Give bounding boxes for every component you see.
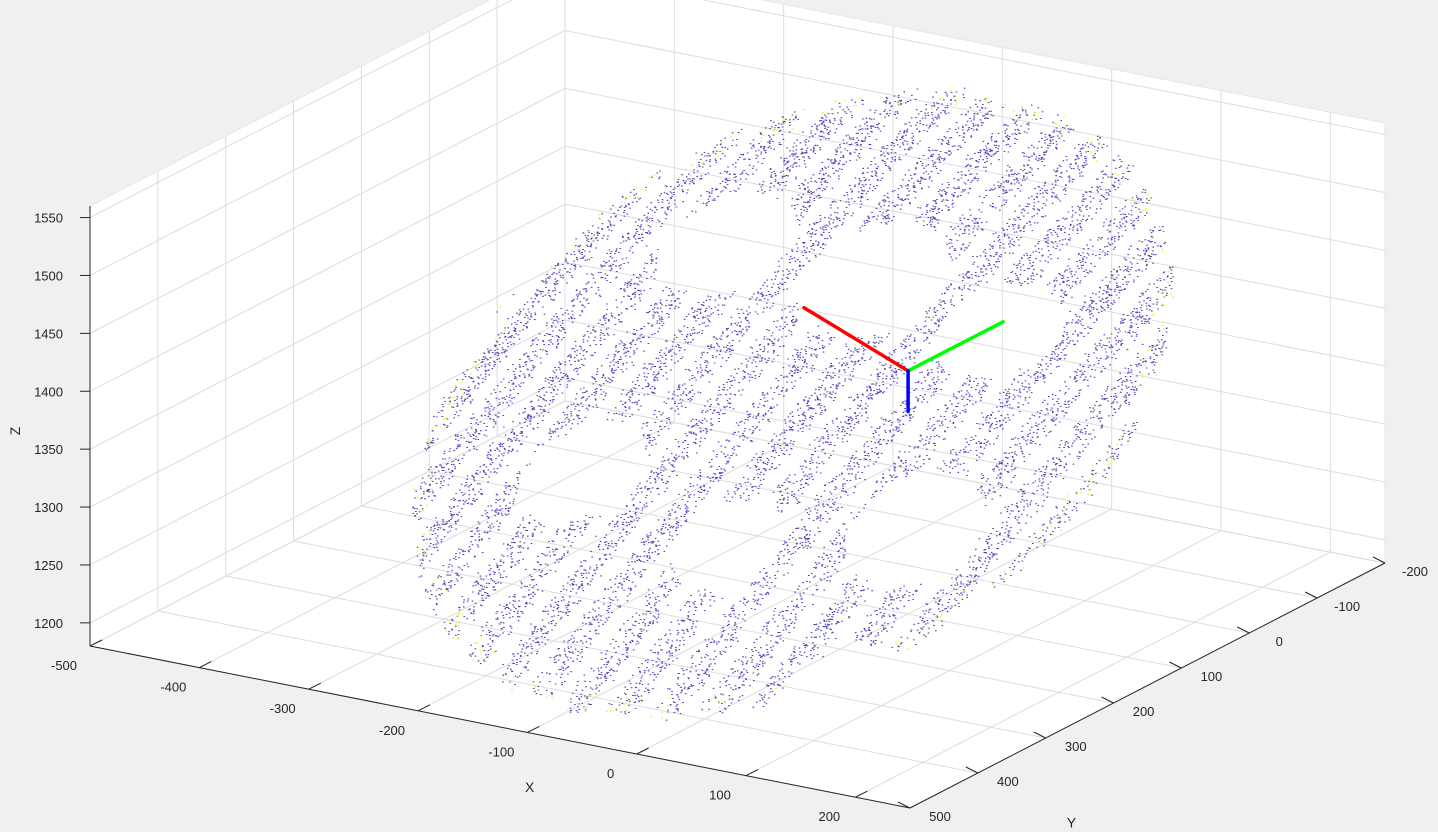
y-tick-label: 100 [1201, 669, 1223, 684]
grid-z-wall-y [564, 145, 1386, 309]
x-tick-mark [527, 725, 540, 733]
y-tick-label: 300 [1065, 739, 1087, 754]
x-axis-label: X [525, 779, 535, 795]
y-tick-mark [1372, 556, 1386, 564]
y-tick-label: -100 [1334, 599, 1360, 614]
grid-z-wall-x [89, 87, 566, 334]
grid-z-wall-y [564, 377, 1386, 541]
y-tick-label: 200 [1133, 704, 1155, 719]
tick-labels: -500 -400 -300 -200 -100 0 100 200 -200 -100 0 100 2… [34, 211, 1428, 825]
z-tick-label: 1300 [34, 500, 63, 515]
x-tick-label: -300 [270, 701, 296, 716]
y-axis-label: Y [1067, 815, 1077, 831]
grid-x-floor [199, 422, 675, 669]
x-tick-mark [855, 790, 868, 798]
grid-y-floor [564, 400, 1386, 564]
y-axis-line [909, 562, 1386, 809]
grid-y-floor [497, 435, 1318, 599]
x-tick-label: 100 [709, 788, 731, 803]
grid-y-floor [293, 540, 1114, 704]
z-tick-label: 1250 [34, 558, 63, 573]
z-tick-label: 1350 [34, 442, 63, 457]
grid-z-wall-y [564, 261, 1386, 425]
z-tick-label: 1550 [34, 211, 63, 226]
point-series-1 [412, 87, 1174, 721]
grid-z-wall-x [89, 319, 566, 566]
z-tick-label: 1400 [34, 384, 63, 399]
x-tick-mark [89, 639, 103, 647]
x-tick-mark [308, 682, 321, 690]
grid-x-floor [855, 551, 1331, 798]
y-tick-mark [1033, 731, 1046, 739]
x-tick-mark [199, 661, 212, 669]
grid-x-floor [89, 400, 566, 647]
y-tick-mark [1101, 696, 1114, 704]
x-tick-mark [745, 769, 759, 777]
grid-z-wall-x [89, 145, 566, 392]
frame-axis-x [802, 306, 910, 373]
grid-z-wall-x [89, 377, 566, 624]
grid-z-wall-y [564, 87, 1386, 251]
y-tick-mark [897, 801, 911, 809]
grid-z-wall-x [89, 261, 566, 508]
grid-y-floor [157, 610, 978, 774]
y-tick-label: -200 [1402, 564, 1428, 579]
x-tick-label: -400 [160, 680, 186, 695]
grid-z-wall-y [564, 203, 1386, 367]
grid-z-wall-y [564, 319, 1386, 483]
grid-z-wall-x [89, 0, 513, 219]
y-tick-mark [965, 766, 979, 774]
x-tick-mark [636, 747, 649, 755]
grid-x-floor [745, 530, 1222, 777]
grid-z-wall-y [564, 29, 1386, 193]
z-tick-label: 1500 [34, 268, 63, 283]
point-cloud [412, 87, 1175, 721]
x-tick-label: -500 [51, 658, 77, 673]
grid-z-wall-y [701, 0, 1386, 136]
z-tick-label: 1450 [34, 326, 63, 341]
y-tick-mark [1169, 661, 1182, 669]
grid-y-floor [429, 470, 1250, 634]
x-axis-line [89, 645, 911, 809]
y-tick-mark [1304, 591, 1318, 599]
y-tick-label: 500 [929, 809, 951, 824]
coordinate-frame-glyph [802, 306, 1005, 414]
grid-x-floor [636, 508, 1112, 755]
x-tick-label: 200 [818, 809, 840, 824]
y-tick-label: 0 [1276, 634, 1283, 649]
y-tick-label: 400 [997, 774, 1019, 789]
x-tick-label: 0 [607, 766, 614, 781]
x-tick-mark [417, 704, 431, 712]
grid-z-wall-x [89, 30, 566, 276]
grid-x-floor [417, 465, 894, 712]
grid-y-floor [361, 505, 1182, 669]
axes [80, 206, 1386, 809]
grid-z-wall-x [89, 203, 566, 450]
z-tick-label: 1200 [34, 616, 63, 631]
grid-x-floor [527, 486, 1003, 733]
frame-axis-y [906, 320, 1005, 373]
x-tick-label: -100 [488, 744, 514, 759]
y-tick-mark [1237, 626, 1250, 634]
plot-box [88, 0, 1387, 809]
z-axis-label: Z [7, 426, 23, 435]
point-series-2 [413, 90, 1175, 719]
grid-y-floor [225, 575, 1046, 739]
x-tick-label: -200 [379, 723, 405, 738]
